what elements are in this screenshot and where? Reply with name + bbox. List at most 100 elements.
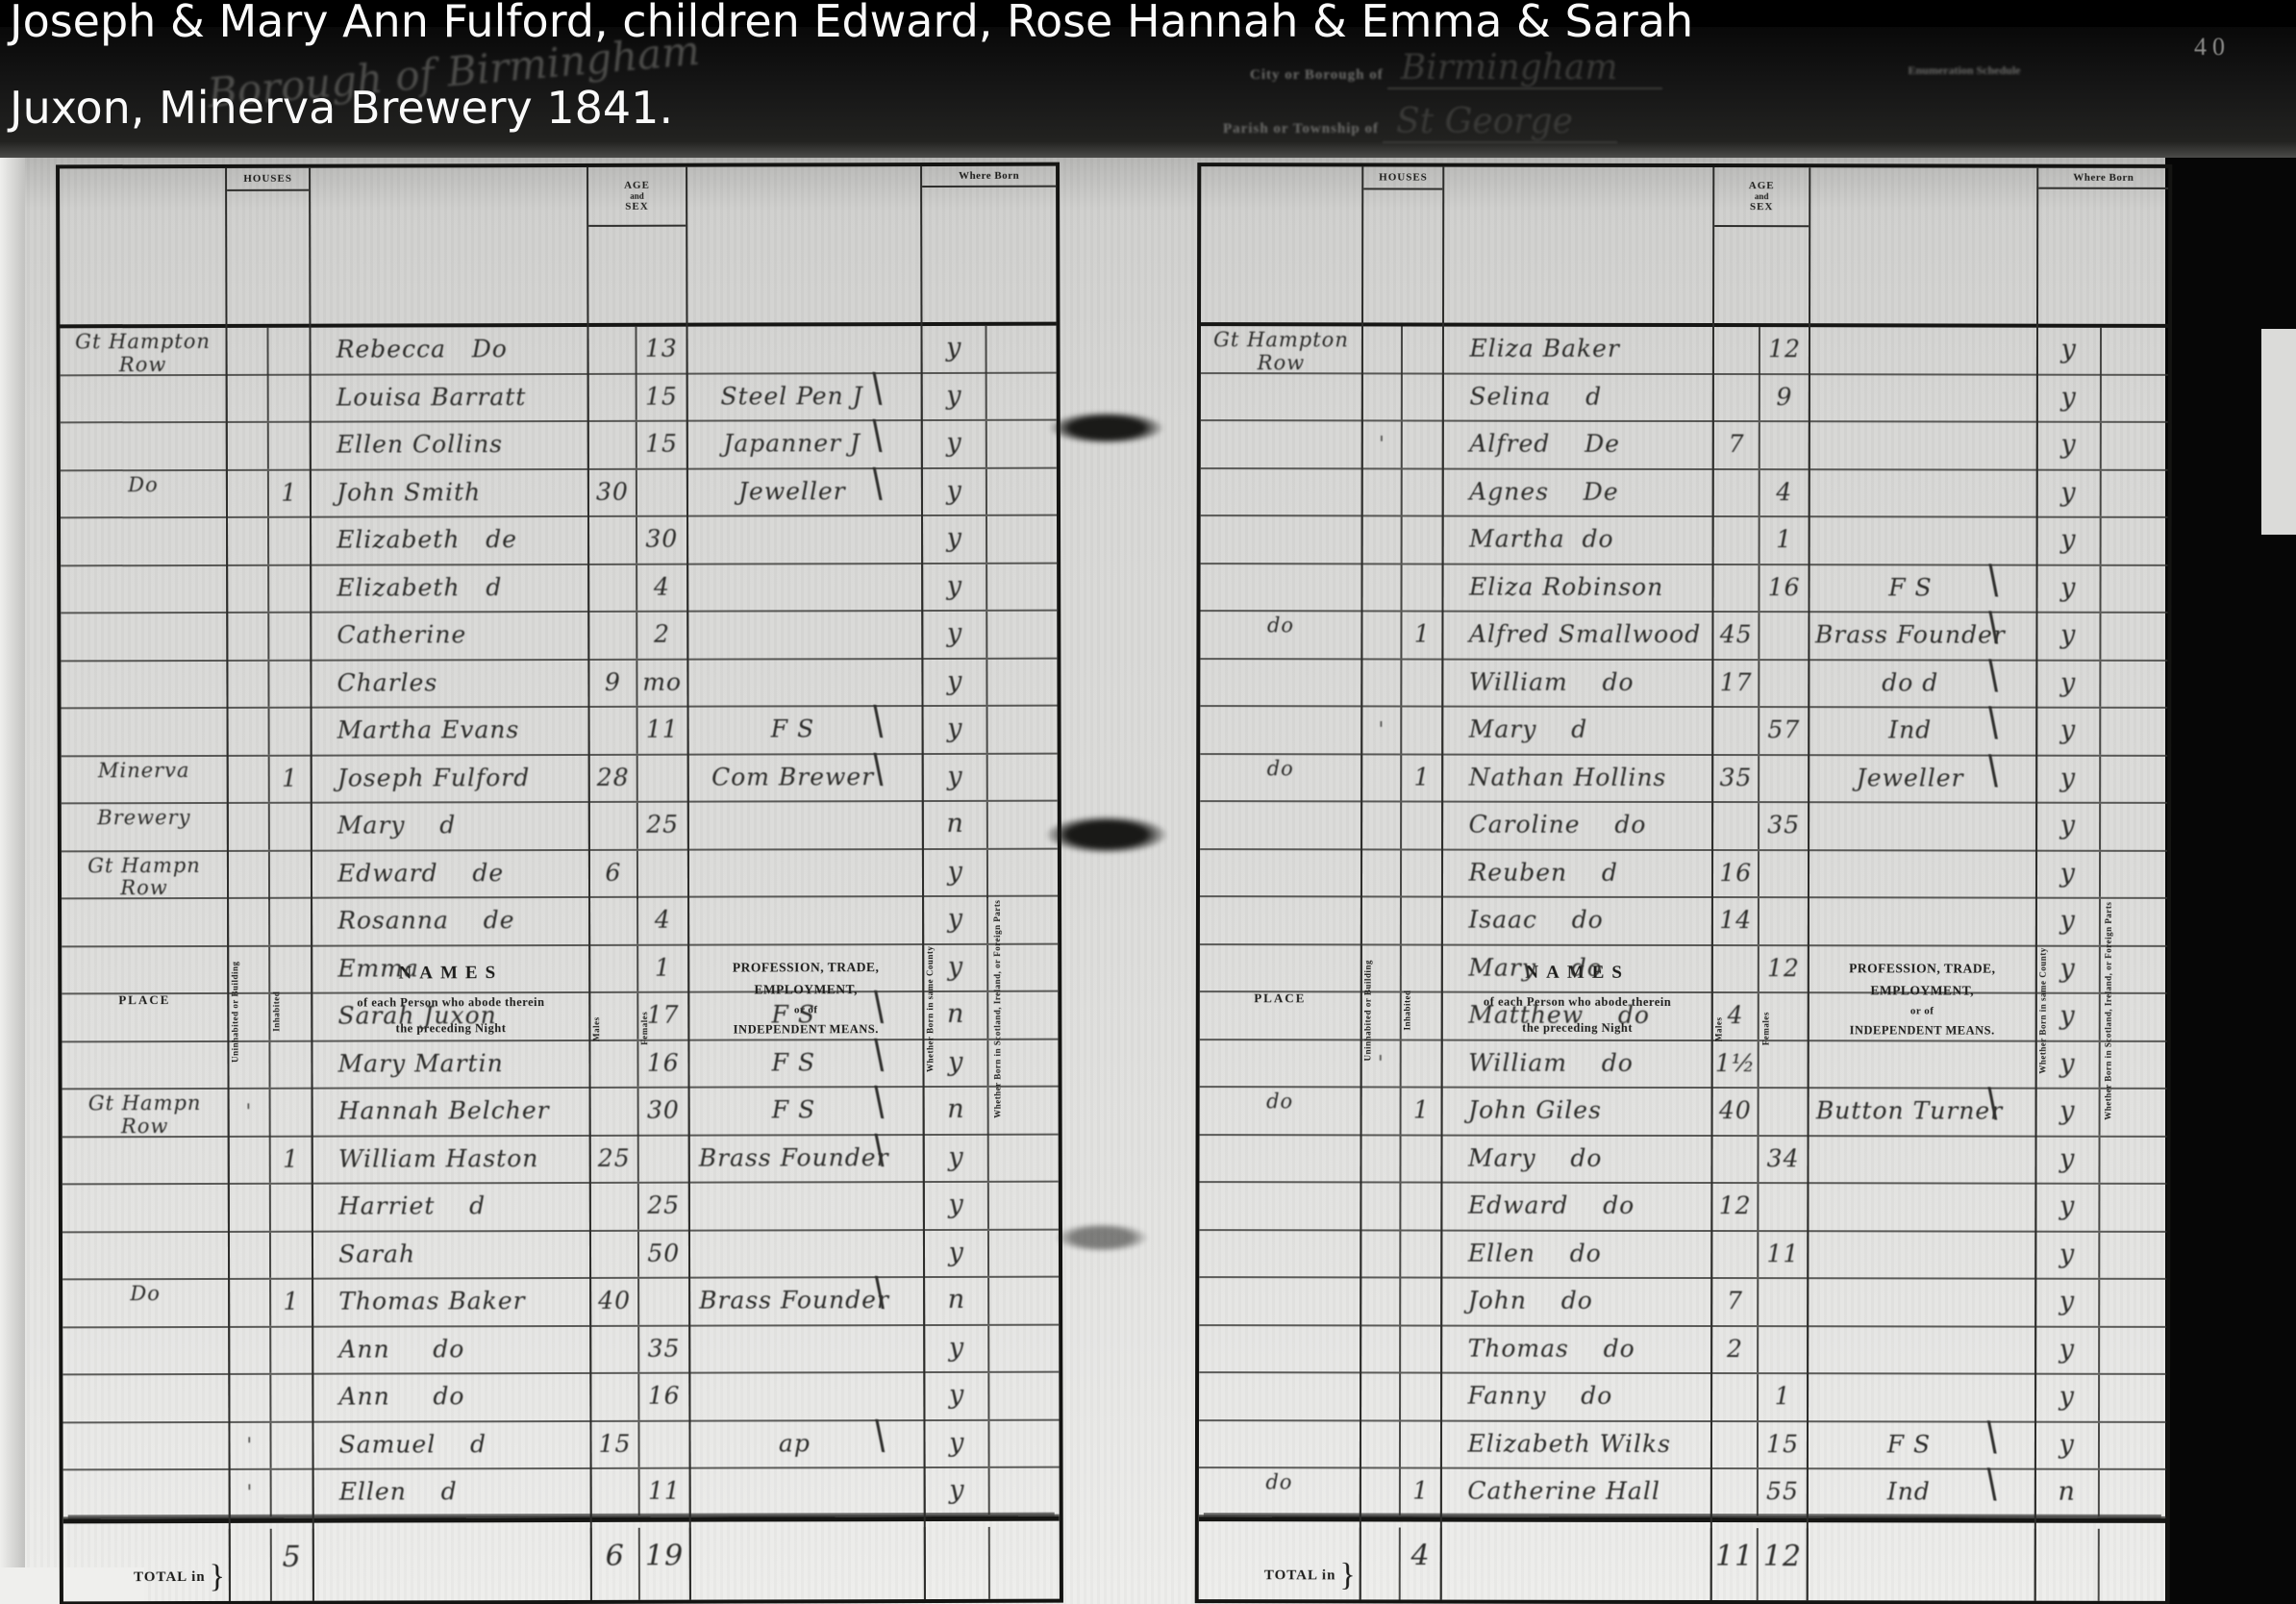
uninhabited-cell: [1361, 849, 1403, 896]
male-age-cell: [1712, 1469, 1759, 1516]
handwritten-entry: y: [948, 1141, 964, 1172]
handwritten-entry: y: [2060, 382, 2077, 413]
names-cell: John do: [1442, 1278, 1713, 1325]
rows-container: Gt Hampton Row Rebecca Do 13 y Louisa Barrat…: [60, 325, 1060, 1518]
census-row: Sarah Juxon 17 F S \ n: [62, 985, 1059, 1042]
place-cell: do: [1198, 1468, 1361, 1515]
handwritten-entry: Selina d: [1469, 382, 1603, 411]
handwritten-entry: y: [947, 856, 963, 887]
born-elsewhere-cell: [2099, 1470, 2165, 1516]
handwritten-entry: 15: [645, 429, 678, 458]
male-age-cell: 16: [1713, 850, 1760, 897]
names-cell: Mary d: [312, 802, 590, 850]
inhabited-cell: [268, 517, 312, 564]
born-elsewhere-cell: [2101, 709, 2167, 755]
female-age-cell: 35: [639, 1326, 690, 1372]
handwritten-entry: 15: [598, 1429, 632, 1458]
born-county-cell: y: [2037, 803, 2101, 850]
binding-mark: [1056, 1223, 1148, 1252]
inhabited-cell: [270, 1422, 314, 1468]
census-row: Gt Hampn Row Edward de 6 y: [61, 849, 1059, 900]
female-age-cell: [1759, 660, 1810, 707]
census-row: Ann do 35 y: [62, 1325, 1060, 1376]
born-county-cell: n: [923, 801, 989, 848]
born-elsewhere-cell: [989, 1040, 1059, 1086]
handwritten-entry: Mary d: [1468, 714, 1588, 743]
male-age-cell: 14: [1713, 898, 1760, 944]
caption-line-1: Joseph & Mary Ann Fulford, children Edwa…: [10, 0, 1694, 47]
enumeration-schedule-note: Enumeration Schedule: [1908, 63, 2021, 77]
handwritten-entry: 1: [283, 1144, 300, 1173]
born-county-cell: [2035, 1528, 2100, 1604]
born-elsewhere-cell: [2101, 375, 2167, 421]
handwritten-entry: y: [948, 1237, 964, 1267]
born-county-cell: y: [923, 754, 989, 801]
names-cell: Harriet d: [312, 1183, 592, 1231]
census-row: Do 1 John Smith 30 Jeweller \ y: [60, 461, 1058, 519]
born-elsewhere-cell: [988, 897, 1058, 943]
binding-mark: [1050, 412, 1163, 444]
male-age-cell: [590, 1183, 639, 1230]
uninhabited-cell: ': [1362, 421, 1404, 467]
names-cell: Thomas Baker: [313, 1278, 592, 1326]
uninhabited-cell: [228, 661, 270, 707]
born-elsewhere-cell: [2100, 899, 2166, 945]
place-cell: [1200, 659, 1363, 706]
handwritten-entry: n: [947, 1284, 966, 1315]
profession-cell: [1808, 1374, 2037, 1421]
names-cell: William do: [1443, 660, 1714, 707]
inhabited-cell: [269, 803, 312, 850]
female-age-cell: 34: [1759, 1136, 1809, 1183]
males-total-cell: 6: [591, 1527, 640, 1604]
male-age-cell: [588, 326, 637, 375]
male-age-cell: 6: [590, 850, 638, 899]
handwritten-entry: 40: [1718, 1096, 1752, 1125]
handwritten-entry: y: [2059, 1143, 2076, 1174]
handwritten-entry: F S: [771, 1095, 816, 1124]
handwritten-entry: F S: [1886, 1429, 1932, 1458]
place-cell: [62, 1184, 230, 1231]
born-county-cell: y: [2036, 946, 2101, 992]
male-age-cell: [1713, 517, 1761, 564]
male-age-cell: 7: [1713, 422, 1761, 468]
uninhabited-cell: [228, 565, 269, 612]
inhabited-cell: [269, 993, 313, 1040]
male-age-cell: [590, 1040, 639, 1087]
handwritten-entry: y: [946, 522, 963, 553]
city-borough-label: City or Borough of: [1250, 67, 1384, 83]
profession-cell: [688, 802, 925, 849]
handwritten-entry: Sarah Juxon: [337, 1001, 497, 1030]
uninhabited-cell: [229, 1041, 271, 1088]
uninhabited-cell: [228, 756, 270, 802]
handwritten-entry: 4: [654, 905, 671, 934]
born-elsewhere-cell: [2100, 1090, 2166, 1136]
handwritten-entry: Mary d: [337, 811, 457, 840]
uninhabited-cell: [1360, 1468, 1402, 1515]
uninhabited-cell: [1362, 373, 1404, 420]
female-age-cell: [1759, 1040, 1809, 1088]
profession-cell: F S \: [688, 985, 925, 1040]
place-cell: [61, 708, 229, 755]
handwritten-entry: 7: [1728, 430, 1745, 459]
inhabited-cell: [270, 1089, 313, 1138]
inhabited-cell: [1402, 468, 1445, 515]
male-age-cell: [589, 612, 638, 659]
born-elsewhere-cell: [2099, 1422, 2165, 1468]
inhabited-cell: [268, 375, 312, 421]
place-cell: [62, 898, 230, 945]
handwritten-entry: 40: [598, 1286, 632, 1315]
profession-cell: [1809, 898, 2038, 945]
names-cell: Caroline do: [1443, 802, 1714, 849]
uninhabited-cell: [227, 375, 269, 421]
handwritten-entry: y: [2059, 763, 2077, 793]
handwritten-entry: y: [2059, 1286, 2076, 1316]
inhabited-cell: [1402, 564, 1445, 611]
inhabited-cell: [1402, 707, 1444, 754]
uninhabited-cell: [230, 1374, 271, 1421]
profession-cell: [690, 1526, 927, 1604]
male-age-cell: [590, 897, 638, 944]
handwritten-entry: Eliza Baker: [1469, 334, 1620, 363]
female-age-cell: 1: [1760, 517, 1810, 564]
names-cell: Mary do: [1442, 1136, 1713, 1183]
census-row: William do 17 do d \ y: [1200, 652, 2168, 709]
